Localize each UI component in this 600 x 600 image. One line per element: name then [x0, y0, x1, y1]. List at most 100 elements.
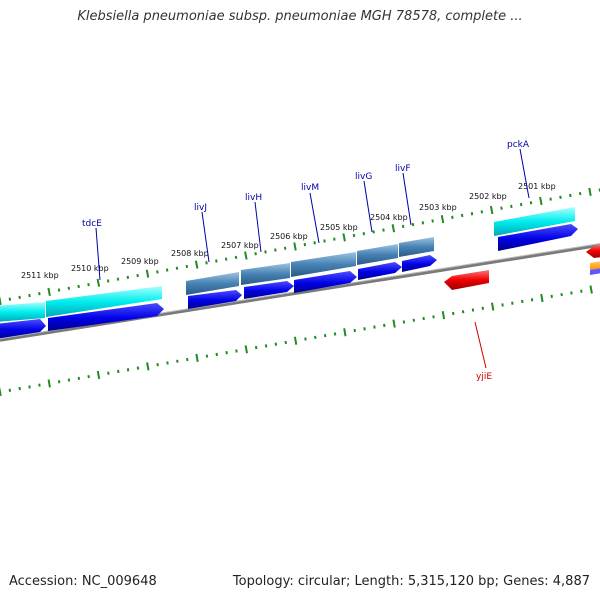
minor-tick: [550, 294, 553, 298]
gene-labels: tdcE livJ livH livM livG livF pckA yjiE: [82, 140, 530, 382]
minor-tick: [106, 279, 110, 283]
minor-tick: [500, 206, 503, 210]
minor-tick: [313, 241, 316, 245]
minor-tick: [323, 239, 326, 243]
major-tick: [342, 233, 346, 242]
minor-tick: [529, 201, 533, 205]
minor-tick: [264, 250, 267, 254]
minor-tick: [501, 303, 504, 307]
minor-tick: [569, 193, 572, 198]
major-tick: [441, 311, 446, 320]
minor-tick: [432, 315, 435, 319]
minor-tick: [383, 323, 386, 328]
scale-tick-label: 2510 kbp: [71, 264, 109, 273]
minor-tick: [521, 299, 524, 304]
major-tick: [244, 251, 248, 260]
minor-tick: [38, 292, 41, 296]
cds-arrow-livJ[interactable]: [188, 290, 242, 309]
minor-tick: [560, 293, 563, 297]
gene-label-livG[interactable]: livG: [355, 172, 372, 182]
minor-tick: [519, 202, 523, 207]
major-tick: [195, 353, 199, 362]
minor-tick: [136, 366, 140, 370]
cds-arrow-livM[interactable]: [294, 271, 357, 293]
minor-tick: [422, 316, 425, 321]
operon-feature[interactable]: [399, 237, 434, 257]
minor-tick: [77, 284, 80, 289]
minor-tick: [126, 368, 130, 372]
misc-feature[interactable]: [590, 261, 600, 270]
major-tick: [440, 215, 445, 224]
scale-tick-label: 2501 kbp: [518, 182, 556, 191]
minor-tick: [28, 293, 31, 298]
gene-feature-tdcE[interactable]: [46, 286, 162, 317]
operon-feature[interactable]: [241, 263, 290, 285]
minor-tick: [480, 210, 484, 214]
gene-label-livJ[interactable]: livJ: [194, 203, 207, 213]
minor-tick: [205, 261, 208, 265]
misc-feature[interactable]: [590, 268, 600, 275]
minor-tick: [264, 344, 268, 348]
minor-tick: [471, 308, 475, 312]
cds-arrow-yjiE[interactable]: [444, 270, 489, 290]
minor-tick: [205, 354, 209, 358]
cds-arrow-livG[interactable]: [358, 262, 402, 280]
minor-tick: [57, 380, 61, 384]
minor-tick: [274, 342, 278, 346]
cds-arrow-livH[interactable]: [244, 281, 294, 299]
major-tick: [146, 362, 150, 371]
gene-label-yjiE[interactable]: yjiE: [476, 372, 492, 382]
cds-arrow-livF[interactable]: [402, 255, 437, 272]
minor-tick: [8, 297, 12, 301]
gene-label-livM[interactable]: livM: [301, 183, 319, 193]
cds-arrow-reverse[interactable]: [586, 244, 600, 258]
major-tick: [293, 336, 298, 345]
minor-tick: [215, 352, 218, 357]
major-tick: [491, 302, 495, 311]
cds-track-reverse: [444, 244, 600, 290]
scale-tick-label: 2502 kbp: [469, 192, 507, 201]
major-tick: [539, 196, 543, 206]
minor-tick: [67, 378, 71, 382]
scale-tick-label: 2511 kbp: [21, 271, 59, 280]
minor-tick: [185, 264, 189, 269]
scale-tick-label: 2504 kbp: [370, 213, 408, 222]
scale-ruler: [0, 187, 600, 306]
minor-tick: [314, 335, 317, 340]
minor-tick: [175, 266, 179, 270]
accession-text: Accession: NC_009648: [9, 574, 157, 589]
gene-label-tdcE[interactable]: tdcE: [82, 219, 102, 229]
cds-arrow[interactable]: [0, 319, 46, 339]
minor-tick: [452, 311, 455, 316]
gene-label-pckA[interactable]: pckA: [507, 140, 530, 150]
minor-tick: [126, 275, 130, 279]
operon-feature[interactable]: [357, 244, 398, 265]
minor-tick: [67, 286, 71, 290]
minor-tick: [57, 288, 61, 292]
minor-tick: [77, 376, 81, 380]
gene-label-leaders: [95, 148, 530, 369]
cds-arrow-tdcE[interactable]: [48, 303, 164, 331]
major-tick: [391, 224, 396, 233]
major-tick: [392, 319, 396, 328]
gene-label-livF[interactable]: livF: [395, 164, 411, 174]
minor-tick: [382, 228, 385, 232]
scale-tick-label: 2505 kbp: [320, 223, 358, 232]
gene-feature[interactable]: [0, 302, 45, 322]
minor-tick: [156, 363, 159, 367]
minor-tick: [323, 334, 327, 338]
cds-arrow-pckA[interactable]: [498, 224, 578, 251]
gene-label-livH[interactable]: livH: [245, 193, 262, 203]
operon-feature[interactable]: [186, 272, 239, 295]
minor-tick: [421, 221, 425, 225]
operon-feature[interactable]: [291, 252, 356, 277]
minor-tick: [353, 328, 356, 333]
scale-tick-label: 2506 kbp: [270, 232, 308, 241]
gene-feature-pckA[interactable]: [494, 207, 575, 236]
major-tick: [96, 278, 101, 287]
scale-tick-label: 2508 kbp: [171, 249, 209, 258]
minor-tick: [363, 327, 366, 331]
scale-tick-labels: 2511 kbp 2510 kbp 2509 kbp 2508 kbp 2507 kbp…: [21, 182, 556, 280]
minor-tick: [116, 277, 120, 281]
